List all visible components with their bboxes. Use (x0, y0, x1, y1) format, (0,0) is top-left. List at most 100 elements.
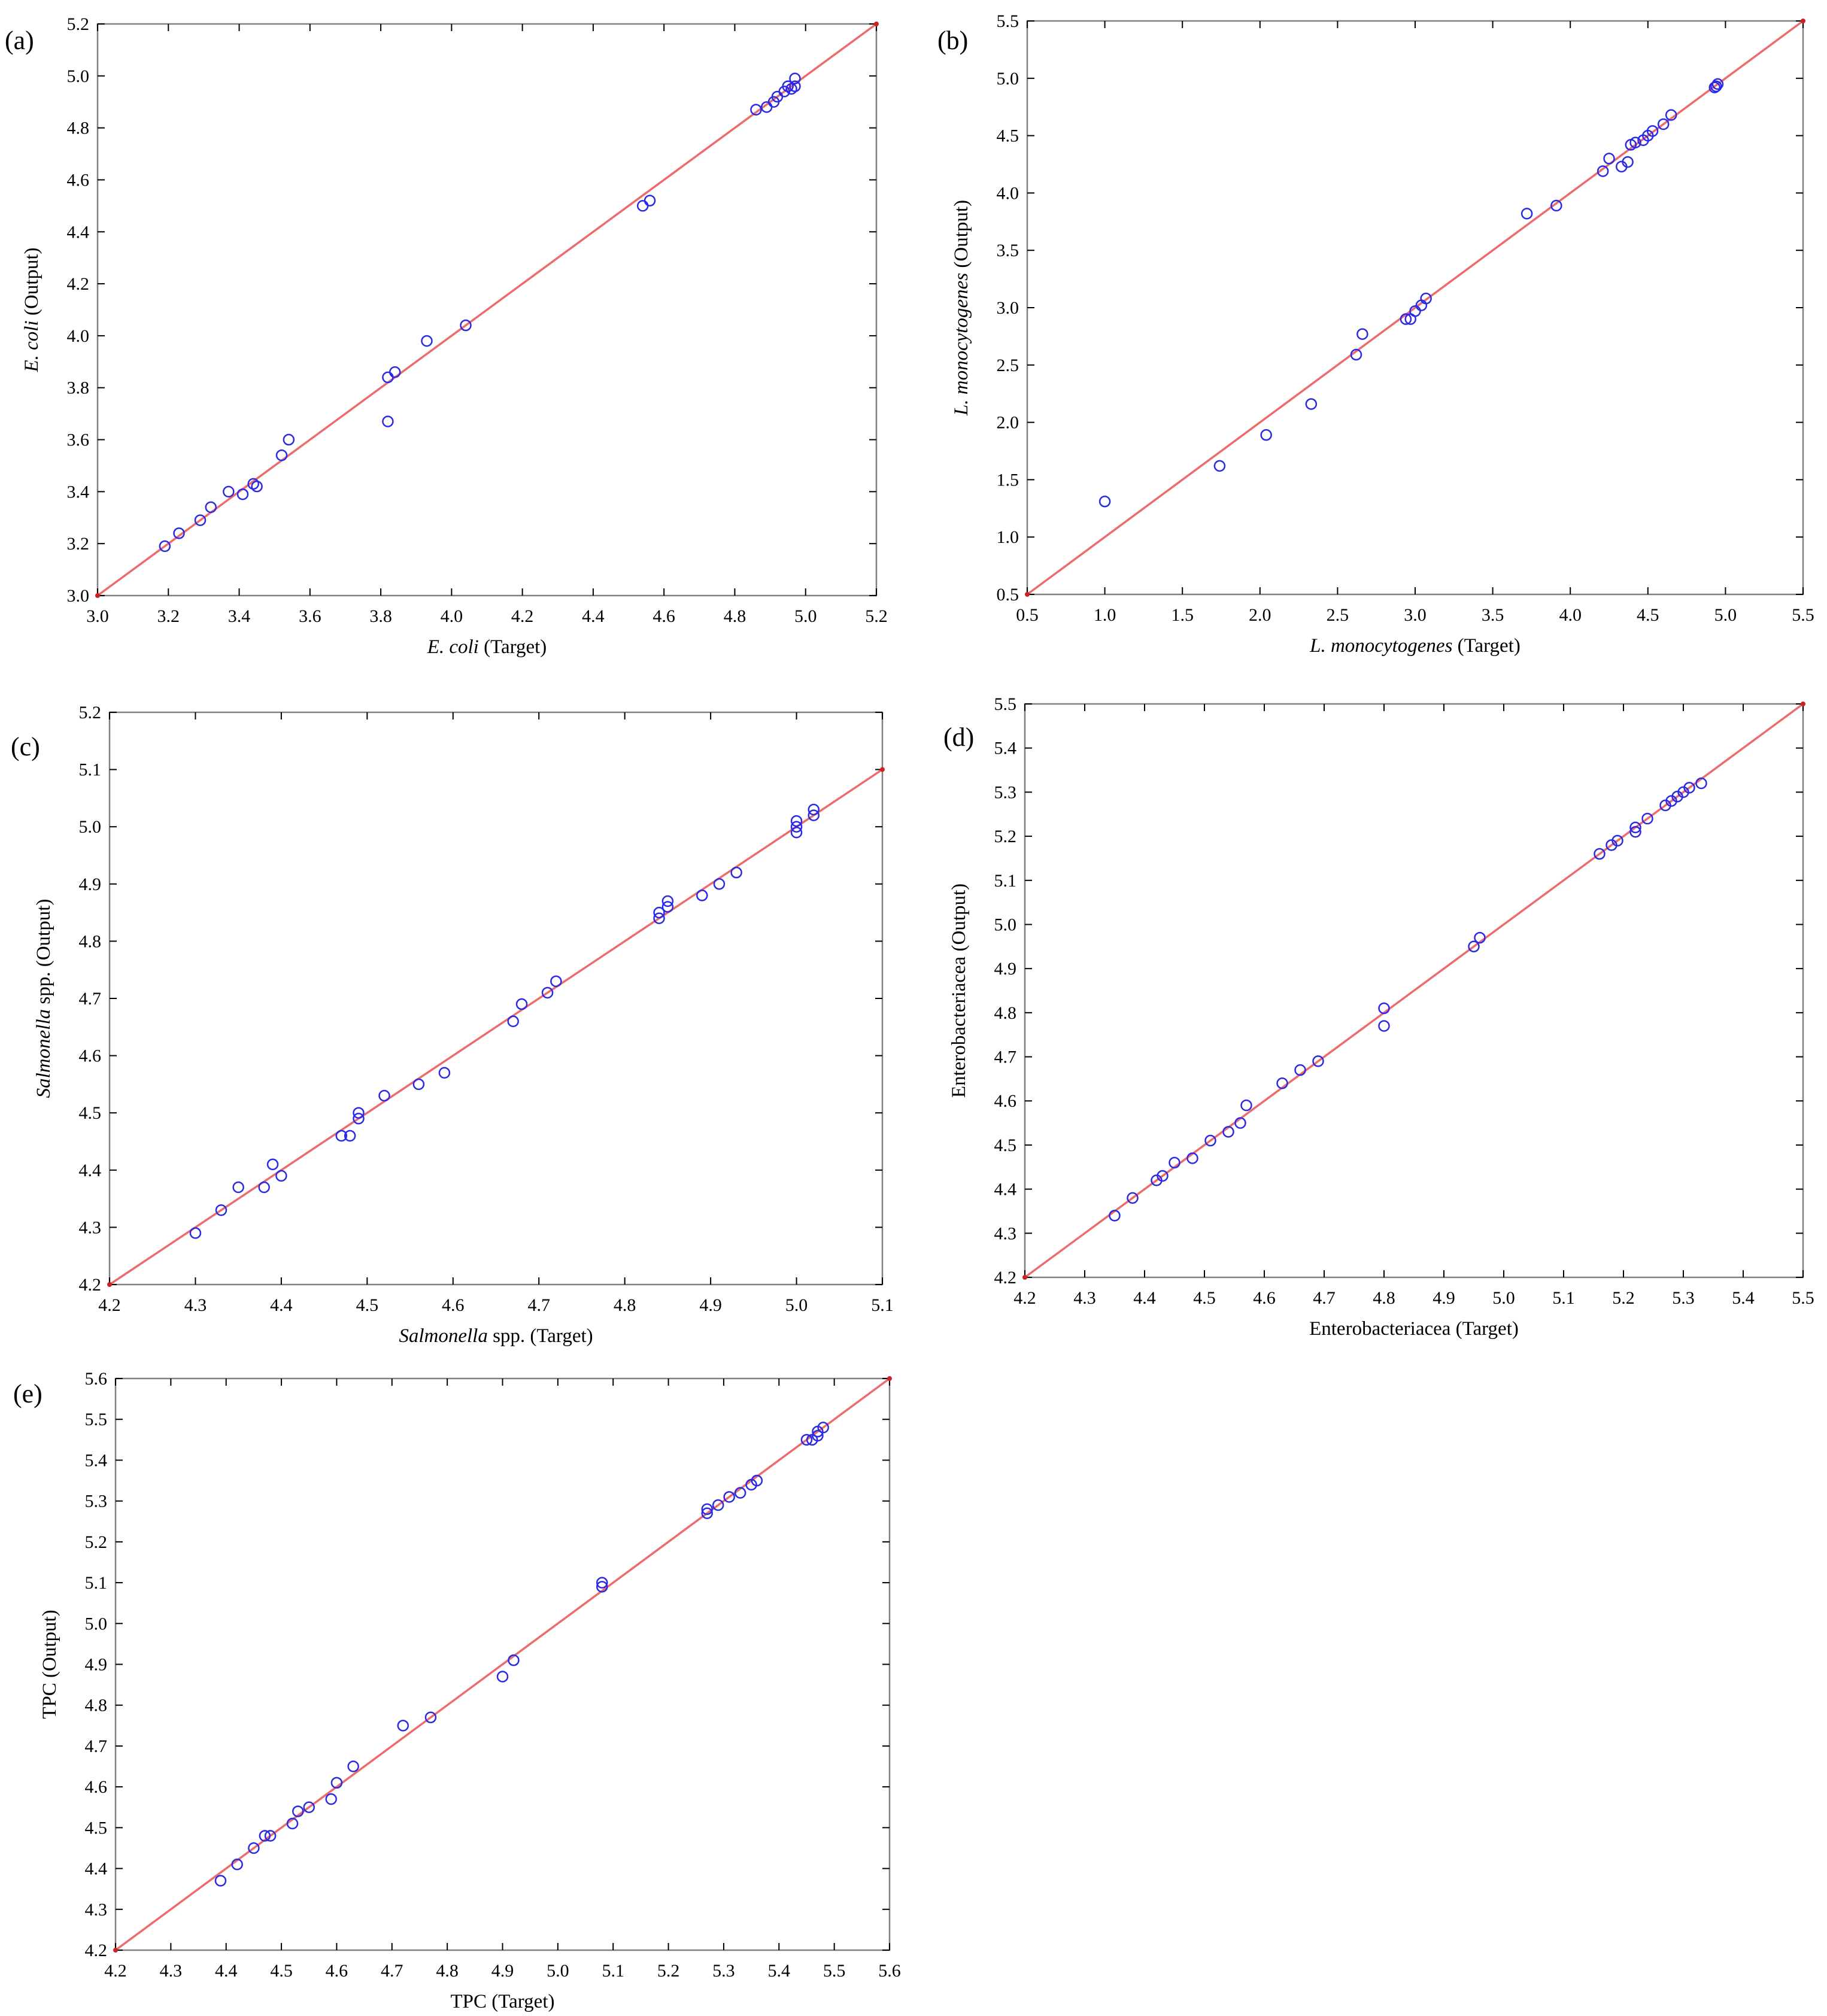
fit-line (96, 23, 878, 597)
fit-line (1024, 703, 1804, 1279)
panel-a-label: (a) (5, 26, 34, 55)
data-point (1204, 1134, 1216, 1147)
y-tick-label: 4.8 (85, 1696, 108, 1716)
y-tick-label: 5.1 (994, 871, 1017, 891)
data-point (412, 1078, 425, 1091)
data-point (1622, 156, 1634, 168)
x-tick-label: 5.0 (785, 1295, 808, 1315)
data-point (790, 827, 803, 839)
x-tick-label: 5.3 (1672, 1288, 1695, 1308)
data-point (1213, 460, 1226, 472)
data-point (1695, 777, 1707, 790)
data-point (1305, 398, 1318, 410)
x-tick-label: 4.3 (184, 1295, 207, 1315)
fit-line (114, 1377, 891, 1951)
fit-line-endpoint (107, 1282, 112, 1287)
data-point (236, 488, 249, 500)
data-point (194, 514, 207, 526)
x-axis-label: TPC (Target) (451, 1991, 555, 2012)
y-tick-label: 5.1 (79, 760, 102, 780)
y-tick-label: 4.5 (79, 1103, 102, 1123)
fit-line-endpoint (874, 22, 879, 26)
data-point (303, 1801, 315, 1813)
data-point (1603, 153, 1615, 165)
data-point (251, 480, 263, 493)
data-point (1594, 848, 1606, 860)
data-point (397, 1720, 409, 1732)
data-point (292, 1805, 304, 1817)
data-point (344, 1130, 356, 1142)
x-tick-label: 5.2 (1612, 1288, 1635, 1308)
x-tick-label: 4.2 (104, 1961, 127, 1981)
y-axis-label: TPC (Output) (39, 1610, 60, 1719)
data-point (653, 912, 665, 924)
data-point (701, 1503, 713, 1516)
data-point (424, 1711, 437, 1723)
x-tick-label: 4.2 (1013, 1288, 1036, 1308)
y-tick-label: 4.4 (85, 1859, 108, 1879)
x-tick-label: 4.2 (98, 1295, 121, 1315)
x-tick-label: 4.6 (1253, 1288, 1276, 1308)
data-point (1711, 78, 1724, 90)
data-point (378, 1089, 390, 1102)
data-point (789, 80, 801, 92)
data-point (1294, 1064, 1306, 1076)
data-point (1409, 305, 1421, 317)
y-tick-label: 5.5 (997, 11, 1019, 31)
x-tick-label: 5.4 (768, 1961, 791, 1981)
fit-line-endpoint (113, 1948, 118, 1953)
y-tick-label: 4.6 (994, 1091, 1017, 1111)
data-point (275, 449, 288, 462)
x-tick-label: 5.5 (1792, 605, 1814, 625)
y-tick-label: 1.5 (997, 470, 1019, 490)
data-point (1597, 165, 1609, 177)
data-point (507, 1015, 519, 1027)
x-tick-label: 4.9 (1433, 1288, 1455, 1308)
data-point (1378, 1002, 1390, 1015)
data-point (1710, 80, 1722, 92)
data-point (596, 1581, 608, 1593)
y-axis-label: Enterobacteriacea (Output) (948, 883, 970, 1098)
y-tick-label: 4.7 (994, 1048, 1017, 1067)
data-point (785, 83, 797, 95)
data-point (800, 1434, 813, 1446)
data-point (696, 889, 708, 901)
data-point (1474, 931, 1486, 944)
x-tick-label: 5.0 (1492, 1288, 1515, 1308)
data-point (782, 80, 794, 92)
y-tick-label: 3.0 (67, 586, 90, 606)
x-tick-label: 2.0 (1249, 605, 1271, 625)
data-point (189, 1227, 202, 1239)
y-tick-label: 1.0 (997, 527, 1019, 547)
x-tick-label: 4.3 (1073, 1288, 1096, 1308)
data-point (1109, 1210, 1121, 1222)
data-point (325, 1793, 337, 1805)
data-point (258, 1181, 270, 1194)
data-point (1240, 1099, 1252, 1112)
x-tick-label: 4.6 (442, 1295, 465, 1315)
panel-b-label: (b) (937, 26, 968, 55)
fit-line-endpoint (1801, 19, 1805, 23)
fit-line-endpoint (880, 767, 885, 772)
data-point (636, 200, 649, 212)
y-tick-label: 5.0 (997, 69, 1019, 89)
y-tick-label: 4.9 (79, 875, 102, 894)
data-point (1234, 1117, 1246, 1129)
y-tick-label: 4.2 (994, 1268, 1017, 1288)
y-tick-label: 4.5 (85, 1818, 108, 1838)
fit-line-endpoint (887, 1376, 892, 1381)
data-point (701, 1507, 713, 1519)
data-point (1312, 1055, 1324, 1067)
y-tick-label: 4.5 (994, 1135, 1017, 1155)
y-tick-label: 5.1 (85, 1573, 108, 1593)
data-point (223, 485, 235, 498)
x-tick-label: 5.5 (823, 1961, 846, 1981)
plot-frame (96, 23, 878, 597)
y-tick-label: 2.5 (997, 356, 1019, 375)
x-tick-label: 4.7 (527, 1295, 550, 1315)
x-tick-label: 5.0 (547, 1961, 569, 1981)
y-tick-label: 2.0 (997, 413, 1019, 433)
x-axis-label: Salmonella spp. (Target) (399, 1325, 593, 1347)
x-tick-label: 4.0 (441, 606, 463, 626)
y-axis-label: Salmonella spp. (Output) (33, 899, 54, 1098)
